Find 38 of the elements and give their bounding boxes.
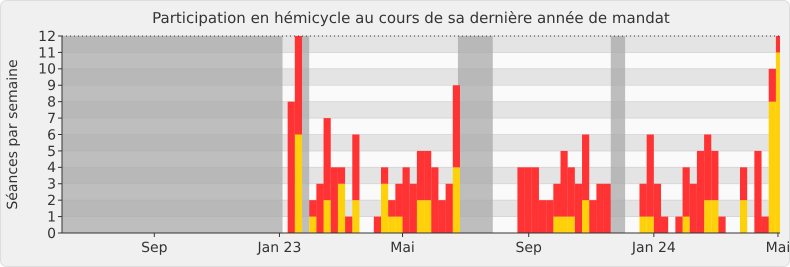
bar xyxy=(352,200,360,233)
y-axis-title: Séances par semaine xyxy=(5,59,21,210)
y-tick-label: 5 xyxy=(47,144,56,160)
y-tick-label: 4 xyxy=(47,160,56,176)
bar xyxy=(740,200,748,233)
y-tick-label: 9 xyxy=(47,78,56,94)
y-tick-label: 7 xyxy=(47,110,56,127)
x-tick-label: Mai xyxy=(766,240,790,256)
y-tick-label: 12 xyxy=(38,28,56,45)
bar xyxy=(718,216,726,233)
bar xyxy=(675,216,683,233)
bar xyxy=(768,68,776,102)
bar xyxy=(452,167,460,233)
y-tick-label: 0 xyxy=(47,226,56,242)
bar xyxy=(324,200,331,233)
bar xyxy=(309,216,316,233)
bar xyxy=(582,200,590,233)
y-tick-label: 3 xyxy=(47,176,56,193)
bar xyxy=(345,216,352,233)
bar xyxy=(740,167,748,200)
x-tick-label: Jan 24 xyxy=(630,240,676,256)
bar xyxy=(374,216,381,233)
chart-title: Participation en hémicycle au cours de sa dernière année de mandat xyxy=(152,9,670,27)
bar xyxy=(682,216,690,233)
y-tick-label: 6 xyxy=(47,127,56,144)
x-tick-label: Sep xyxy=(141,240,168,256)
x-tick-label: Jan 23 xyxy=(256,240,302,256)
y-tick-label: 10 xyxy=(38,62,56,78)
y-tick-label: 2 xyxy=(47,193,56,210)
bar xyxy=(452,85,460,168)
bar xyxy=(380,167,388,184)
y-tick-label: 8 xyxy=(47,94,56,111)
x-tick-label: Sep xyxy=(516,240,542,256)
y-tick-label: 11 xyxy=(38,45,56,62)
bar xyxy=(352,134,360,200)
y-tick-label: 1 xyxy=(47,209,56,226)
x-tick-label: Mai xyxy=(390,240,415,256)
bar xyxy=(338,184,346,233)
